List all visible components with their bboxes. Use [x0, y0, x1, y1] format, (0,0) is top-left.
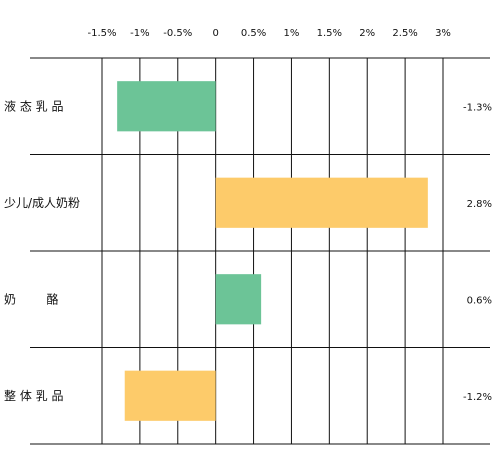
value-label: 0.6% — [467, 295, 492, 306]
category-label: 少儿/成人奶粉 — [4, 196, 80, 210]
category-label: 整 体 乳 品 — [4, 388, 63, 403]
x-tick-label: 0 — [212, 28, 218, 39]
value-label: -1.2% — [463, 392, 492, 403]
x-tick-label: 1.5% — [317, 28, 342, 39]
x-tick-label: 3% — [435, 28, 451, 39]
x-tick-label: 2.5% — [392, 28, 417, 39]
value-label: -1.3% — [463, 102, 492, 113]
category-label: 液 态 乳 品 — [4, 98, 63, 113]
x-tick-label: 1% — [284, 28, 300, 39]
bar — [215, 177, 428, 228]
x-tick-label: 0.5% — [241, 28, 266, 39]
gridlines — [30, 57, 490, 445]
value-labels: -1.3% 2.8% 0.6% -1.2% — [463, 102, 492, 403]
x-tick-label: 2% — [359, 28, 375, 39]
bars — [117, 81, 428, 421]
bar — [117, 81, 216, 132]
bar — [215, 274, 262, 325]
x-tick-labels: -1.5% -1% -0.5% 0 0.5% 1% 1.5% 2% 2.5% 3% — [87, 28, 450, 39]
bar — [124, 370, 216, 421]
value-label: 2.8% — [467, 199, 492, 210]
x-tick-label: -1.5% — [87, 28, 116, 39]
x-tick-label: -1% — [130, 28, 149, 39]
x-tick-label: -0.5% — [163, 28, 192, 39]
category-label: 奶 酪 — [4, 291, 59, 306]
